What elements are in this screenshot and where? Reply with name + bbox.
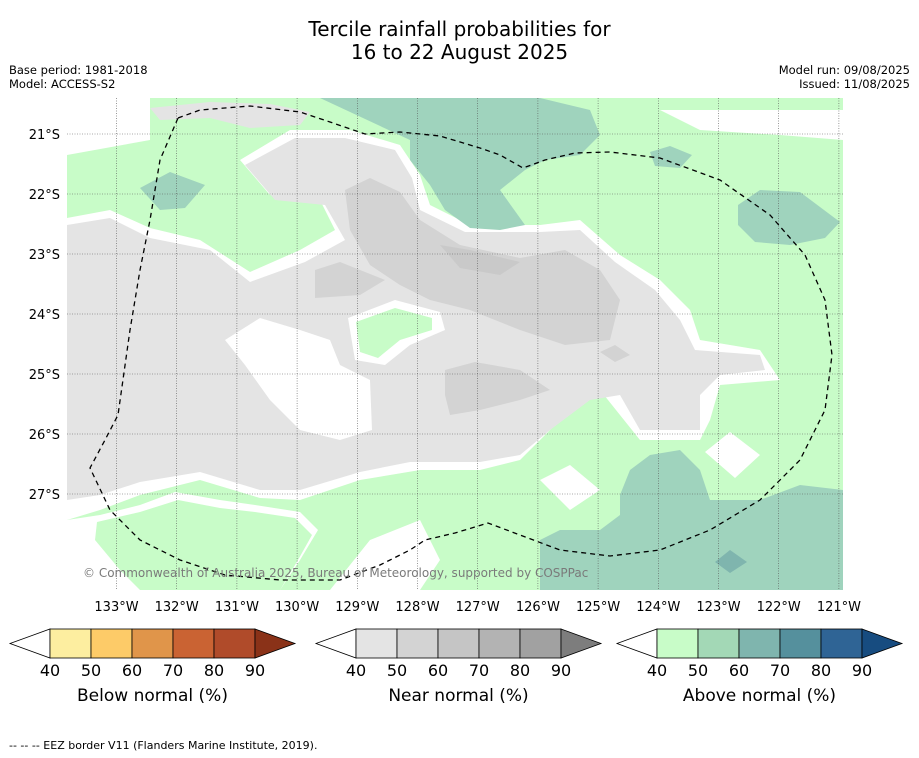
colorbars: 40 50 60 70 80 90 40 50 60 70 80 90 40 50 60 70 80 90 <box>8 628 904 680</box>
colorbar-segment <box>213 628 256 659</box>
colorbar-segment <box>697 628 740 659</box>
colorbar-2: 40 50 60 70 80 90 <box>615 628 904 680</box>
colorbar-segment <box>172 628 215 659</box>
near-normal-40-region <box>67 102 765 500</box>
colorbar-segment <box>478 628 521 659</box>
above-40-island <box>356 308 432 358</box>
colorbar-segment <box>396 628 439 659</box>
near-normal-label: Near normal (%) <box>388 686 529 706</box>
colorbar-tick-label: 40 <box>40 661 60 680</box>
lon-tick-label: 132°W <box>155 600 199 615</box>
colorbar-0: 40 50 60 70 80 90 <box>8 628 297 680</box>
colorbar-max-extension <box>254 628 297 659</box>
lon-tick-label: 125°W <box>576 600 620 615</box>
lat-tick-label: 22°S <box>29 188 60 203</box>
lon-tick-label: 123°W <box>696 600 740 615</box>
lon-tick-label: 126°W <box>516 600 560 615</box>
below-normal-label: Below normal (%) <box>77 686 228 706</box>
colorbar-tick-label: 80 <box>811 661 831 680</box>
colorbar-segment <box>738 628 781 659</box>
above-40-bottom-left <box>95 500 312 590</box>
issued-date: Issued: 11/08/2025 <box>799 77 910 91</box>
title-line-1: Tercile rainfall probabilities for <box>308 17 611 41</box>
lon-tick-label: 124°W <box>636 600 680 615</box>
colorbar-min-extension <box>314 628 357 659</box>
base-period: Base period: 1981-2018 <box>9 63 148 77</box>
lon-tick-label: 127°W <box>456 600 500 615</box>
title-line-2: 16 to 22 August 2025 <box>350 40 569 64</box>
latitude-labels: 21°S 22°S 23°S 24°S 25°S 26°S 27°S <box>29 128 60 503</box>
colorbar-segment <box>820 628 863 659</box>
colorbar-segment <box>519 628 562 659</box>
colorbar-max-extension <box>861 628 904 659</box>
above-normal-60-region <box>715 550 747 573</box>
lat-tick-label: 27°S <box>29 488 60 503</box>
colorbar-tick-label: 90 <box>245 661 265 680</box>
colorbar-tick-label: 50 <box>387 661 407 680</box>
colorbar-segment <box>437 628 480 659</box>
colorbar-tick-label: 40 <box>647 661 667 680</box>
colorbar-tick-label: 70 <box>469 661 489 680</box>
colorbar-tick-label: 80 <box>510 661 530 680</box>
lat-tick-label: 23°S <box>29 248 60 263</box>
gridlines <box>67 98 843 590</box>
lon-tick-label: 133°W <box>94 600 138 615</box>
meta-right: Model run: 09/08/2025 Issued: 11/08/2025 <box>779 63 910 91</box>
colorbar-tick-label: 60 <box>729 661 749 680</box>
colorbar-tick-label: 80 <box>204 661 224 680</box>
lat-tick-label: 24°S <box>29 308 60 323</box>
lat-tick-label: 25°S <box>29 368 60 383</box>
colorbar-min-extension <box>615 628 658 659</box>
colorbar-segment <box>90 628 133 659</box>
colorbar-min-extension <box>8 628 51 659</box>
colorbar-tick-label: 40 <box>346 661 366 680</box>
colorbar-segment <box>656 628 699 659</box>
lon-tick-label: 130°W <box>275 600 319 615</box>
colorbar-tick-label: 50 <box>688 661 708 680</box>
colorbar-segment <box>131 628 174 659</box>
model-run: Model run: 09/08/2025 <box>778 63 910 77</box>
lon-tick-label: 122°W <box>757 600 801 615</box>
eez-footnote: -- -- -- EEZ border V11 (Flanders Marine… <box>9 739 318 752</box>
map-title: Tercile rainfall probabilities for 16 to… <box>0 18 919 64</box>
colorbar-tick-label: 70 <box>770 661 790 680</box>
colorbar-tick-label: 90 <box>551 661 571 680</box>
lon-tick-label: 121°W <box>817 600 861 615</box>
model-name: Model: ACCESS-S2 <box>9 77 116 91</box>
lat-tick-label: 21°S <box>29 128 60 143</box>
lon-tick-label: 128°W <box>395 600 439 615</box>
map-plot-area: © Commonwealth of Australia 2025, Bureau… <box>67 98 843 590</box>
colorbar-max-extension <box>560 628 603 659</box>
colorbar-tick-label: 50 <box>81 661 101 680</box>
colorbar-tick-label: 60 <box>122 661 142 680</box>
above-normal-50-region <box>140 98 843 590</box>
colorbar-segment <box>355 628 398 659</box>
colorbar-segment <box>49 628 92 659</box>
above-normal-label: Above normal (%) <box>682 686 837 706</box>
longitude-labels: 133°W 132°W 131°W 130°W 129°W 128°W 127°W 126°W… <box>94 600 861 615</box>
lon-tick-label: 129°W <box>335 600 379 615</box>
lon-tick-label: 131°W <box>215 600 259 615</box>
colorbar-tick-label: 60 <box>428 661 448 680</box>
map-copyright: © Commonwealth of Australia 2025, Bureau… <box>83 566 588 580</box>
near-normal-60-region <box>440 245 520 275</box>
colorbar-tick-label: 70 <box>163 661 183 680</box>
meta-left: Base period: 1981-2018 Model: ACCESS-S2 <box>9 63 148 91</box>
lat-tick-label: 26°S <box>29 428 60 443</box>
near-normal-50-region <box>315 178 630 415</box>
colorbar-1: 40 50 60 70 80 90 <box>314 628 603 680</box>
colorbar-segment <box>779 628 822 659</box>
colorbar-tick-label: 90 <box>852 661 872 680</box>
